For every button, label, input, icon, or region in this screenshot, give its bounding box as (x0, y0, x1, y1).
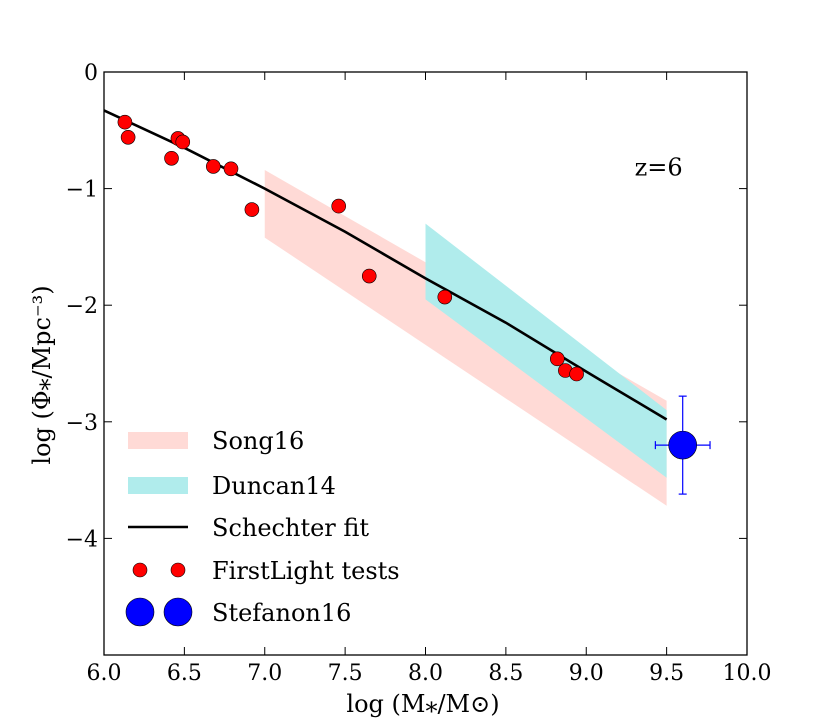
x-axis-label: log (M⁎/M⊙) (346, 690, 499, 718)
duncan14-band (425, 223, 667, 478)
legend-label: Duncan14 (212, 472, 336, 500)
song16-band (264, 169, 667, 506)
legend-marker (125, 597, 155, 627)
firstlight-point (331, 198, 346, 214)
y-axis-ticks: 0 −1 −2 −3 −4 (66, 61, 747, 552)
x-tick-label: 10.0 (723, 661, 772, 686)
x-tick-label: 9.5 (649, 661, 684, 686)
legend-marker (170, 562, 186, 578)
legend-marker (132, 562, 148, 578)
x-tick-label: 8.0 (408, 661, 443, 686)
firstlight-point (437, 289, 453, 305)
y-tick-label: −3 (66, 411, 98, 436)
firstlight-point (117, 114, 133, 130)
legend-marker (163, 597, 193, 627)
x-axis-ticks: 6.0 6.5 7.0 7.5 8.0 8.5 9.0 9.5 10.0 (87, 72, 772, 686)
firstlight-point (550, 351, 565, 367)
legend-label: Schechter fit (212, 514, 369, 542)
fit-layer (103, 109, 668, 421)
redshift-annotation: z=6 (635, 154, 683, 182)
x-tick-label: 6.5 (167, 661, 202, 686)
legend-label: FirstLight tests (212, 557, 400, 585)
band-layer (264, 169, 667, 506)
firstlight-point (569, 366, 584, 382)
stefanon-point (668, 430, 698, 460)
firstlight-point (244, 202, 260, 217)
x-tick-label: 7.5 (328, 661, 363, 686)
firstlight-point (164, 150, 179, 166)
legend-label: Song16 (212, 427, 304, 455)
firstlight-point (175, 134, 191, 150)
x-tick-label: 6.0 (87, 661, 122, 686)
firstlight-point (223, 161, 239, 177)
firstlight-point (206, 159, 221, 174)
legend-swatch-band (128, 477, 188, 494)
firstlight-point (120, 129, 136, 145)
schechter-fit-line (103, 109, 668, 421)
legend-label: Stefanon16 (212, 599, 351, 627)
y-tick-label: 0 (84, 61, 98, 86)
legend-swatch-band (128, 432, 188, 449)
x-tick-label: 8.5 (488, 661, 523, 686)
y-tick-label: −1 (66, 178, 98, 203)
legend: Song16 Duncan14 Schechter fit FirstLight te… (125, 427, 400, 627)
x-tick-label: 7.0 (247, 661, 282, 686)
y-axis-label: log (Φ⁎/Mpc⁻³) (28, 285, 56, 464)
y-tick-label: −4 (66, 527, 98, 552)
y-tick-label: −2 (66, 294, 98, 319)
firstlight-point (361, 268, 377, 284)
errorbar-layer (654, 395, 711, 495)
points-layer (117, 114, 584, 382)
x-tick-label: 9.0 (569, 661, 604, 686)
